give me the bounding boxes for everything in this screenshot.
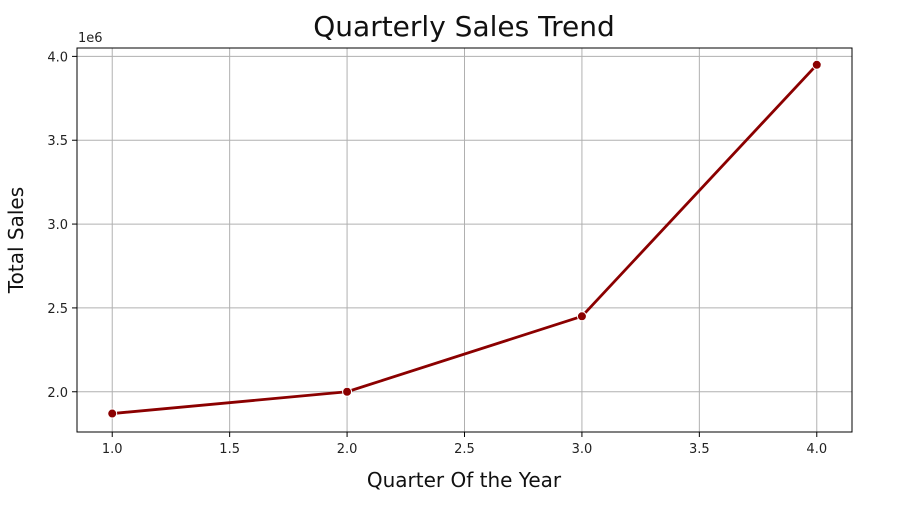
- series-line: [110, 63, 819, 415]
- y-axis-label: Total Sales: [4, 187, 28, 294]
- y-tick-label: 4.0: [47, 50, 68, 65]
- y-axis-ticks: 2.0 2.5 3.0 3.5 4.0: [47, 50, 77, 401]
- y-tick-label: 2.5: [47, 302, 68, 317]
- data-point: [811, 59, 822, 70]
- y-tick-label: 3.5: [47, 134, 68, 149]
- y-axis-offset-label: 1e6: [78, 31, 103, 46]
- y-tick-label: 2.0: [47, 386, 68, 401]
- x-tick-label: 1.5: [219, 442, 240, 457]
- x-tick-label: 4.0: [806, 442, 827, 457]
- x-tick-label: 3.5: [689, 442, 710, 457]
- x-tick-label: 2.0: [337, 442, 358, 457]
- data-point: [107, 408, 118, 419]
- x-tick-label: 1.0: [102, 442, 123, 457]
- series-layer: [107, 59, 822, 419]
- plot-area-frame: [76, 47, 853, 433]
- data-point: [342, 386, 353, 397]
- x-tick-label: 2.5: [454, 442, 475, 457]
- grid: [77, 48, 852, 432]
- x-tick-label: 3.0: [572, 442, 593, 457]
- x-axis-ticks: 1.0 1.5 2.0 2.5 3.0 3.5 4.0: [102, 432, 827, 457]
- chart-title: Quarterly Sales Trend: [313, 10, 614, 43]
- y-tick-label: 3.0: [47, 218, 68, 233]
- data-point: [576, 311, 587, 322]
- x-axis-label: Quarter Of the Year: [367, 468, 562, 492]
